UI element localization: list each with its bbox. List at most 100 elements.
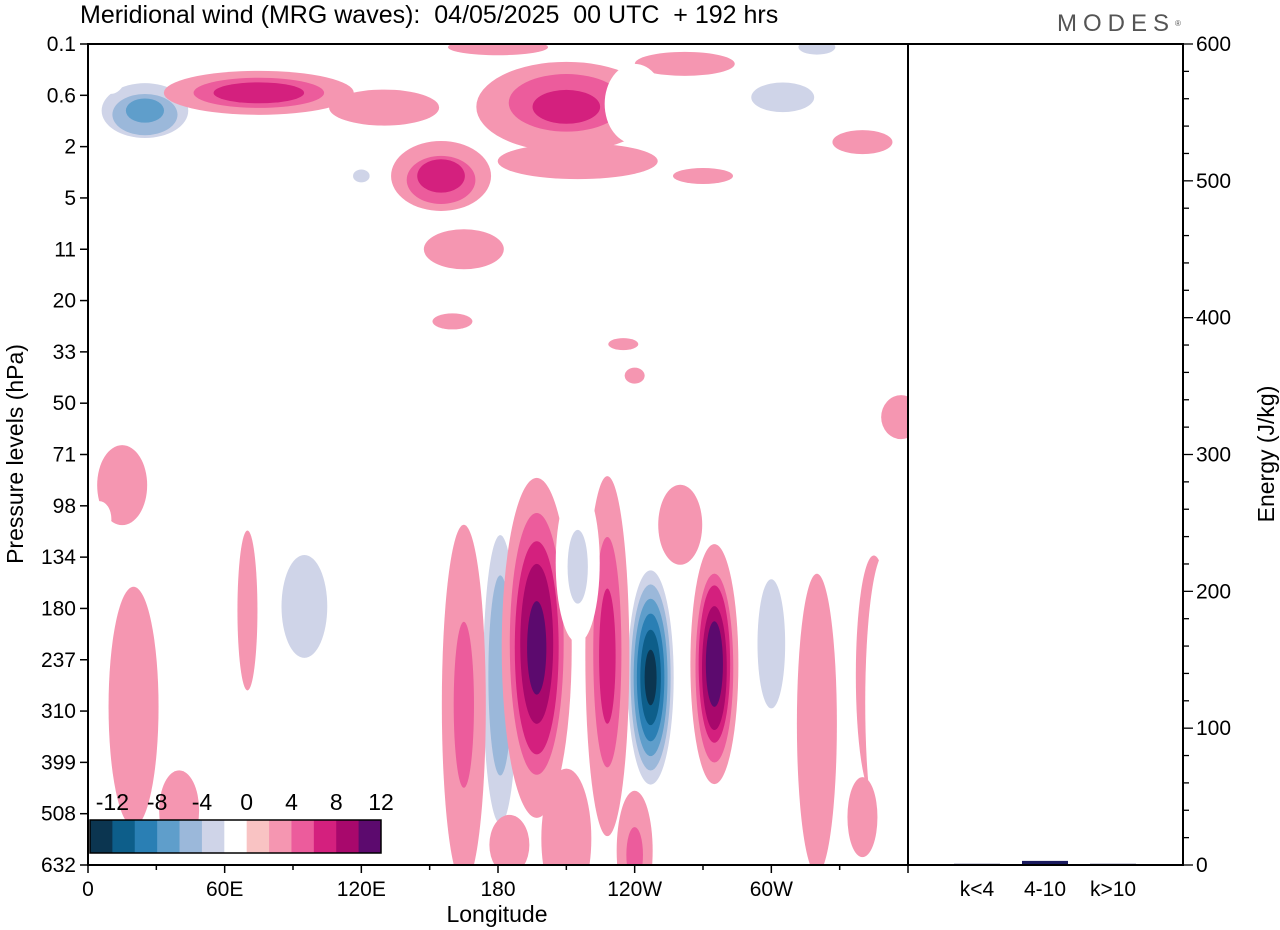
contour-feature [501,477,572,818]
contour-feature [343,165,380,194]
y-tick-label: 508 [41,803,76,826]
contour-feature [88,501,112,538]
contour-feature [92,44,129,94]
colorbar-swatch [224,820,248,853]
contour-band [125,98,165,123]
contour-band [108,586,159,827]
contour-band [658,484,703,565]
colorbar-swatch [112,820,136,853]
energy-tick-label: 500 [1196,170,1231,193]
colorbar-swatch [179,820,203,853]
energy-tick-label: 200 [1196,580,1231,603]
contour-band [213,82,305,104]
y-tick-label: 237 [41,649,76,672]
contour-band [644,649,657,706]
logo-text: MODES [1057,10,1176,37]
y-tick-label: 180 [41,597,76,620]
contour-band [417,159,465,193]
y-tick-label: 2 [64,136,76,159]
colorbar-label: -4 [192,789,213,815]
contour-feature [658,484,703,565]
contour-feature [673,167,733,184]
y-tick-label: 310 [41,700,76,723]
x-axis-title: Longitude [446,901,547,927]
energy-category-label: k>10 [1090,878,1136,901]
contour-band [329,89,440,126]
contour-band [532,89,601,124]
contour-band [634,51,735,76]
pressure-axis: 0.1 0.6 2 5 11 20 33 50 71 98 134 180 237 310 399 508 63… [41,33,88,877]
colorbar-label: 12 [368,789,394,815]
chart-title: Meridional wind (MRG waves): 04/05/2025 … [80,1,779,29]
contour-feature [741,507,802,788]
contour-band [497,143,658,180]
colorbar-label: -12 [96,789,129,815]
colorbar-label: 0 [240,789,253,815]
contour-band [776,216,857,245]
colorbar-label: -8 [147,789,167,815]
energy-category-axis: k<4 4-10 k>10 [960,878,1136,901]
y-tick-label: 71 [53,444,76,467]
contour-feature [329,89,440,126]
contour-band [832,130,893,155]
contour-feature [163,70,354,115]
contour-feature [121,405,192,450]
contour-feature [497,143,658,180]
y-tick-label: 399 [41,751,76,774]
contour-band [626,827,643,865]
contour-feature [448,44,548,56]
contour-band [281,554,328,658]
contour-feature [690,544,739,785]
contour-feature [727,67,838,120]
energy-tick-label: 600 [1196,33,1231,56]
contour-feature [776,44,857,68]
energy-panel-frame [907,43,1184,866]
contour-feature [108,586,159,827]
colorbar-swatch [134,820,158,853]
y-tick-label: 0.1 [47,33,76,56]
x-tick-label: 60W [750,878,793,901]
energy-tick-label: 100 [1196,717,1231,740]
colorbar: -12 -8 -4 0 4 8 12 [89,789,394,854]
contour-band [798,44,836,55]
contour-band [92,44,129,94]
contour-feature [796,573,837,865]
contour-band [567,529,588,604]
contour-feature [865,552,906,853]
contour-feature [634,51,735,76]
wind-contour-field [88,44,908,865]
contour-band [489,814,530,865]
energy-category-label: 4-10 [1024,878,1066,901]
contour-band [624,367,645,384]
contour-band [88,501,112,538]
y-tick-label: 50 [53,392,76,415]
colorbar-swatch [313,820,337,853]
colorbar-swatch [291,820,315,853]
energy-tick-label: 300 [1196,444,1231,467]
contour-band [353,169,370,183]
contour-feature [689,453,740,490]
contour-feature [489,814,530,865]
y-tick-label: 134 [41,546,76,569]
contour-band [97,445,148,526]
colorbar-swatch [90,820,113,853]
y-tick-label: 20 [53,290,76,313]
contour-band [121,405,192,450]
colorbar-label: 8 [330,789,343,815]
contour-feature [881,395,908,440]
colorbar-frame [89,819,382,854]
contour-feature [622,547,679,808]
energy-tick-label: 400 [1196,307,1231,330]
x-tick-label: 0 [82,878,94,901]
contour-band [705,621,723,707]
colorbar-swatch [246,820,270,853]
contour-band [541,768,592,865]
colorbar-swatch [201,820,225,853]
contour-band [237,530,258,691]
contour-band [199,181,250,210]
contour-feature [441,524,486,865]
contour-band [847,777,878,858]
contour-feature [391,140,492,211]
longitude-axis: 0 60E 120E 180 120W 60W [82,865,909,901]
contour-band [881,395,908,440]
